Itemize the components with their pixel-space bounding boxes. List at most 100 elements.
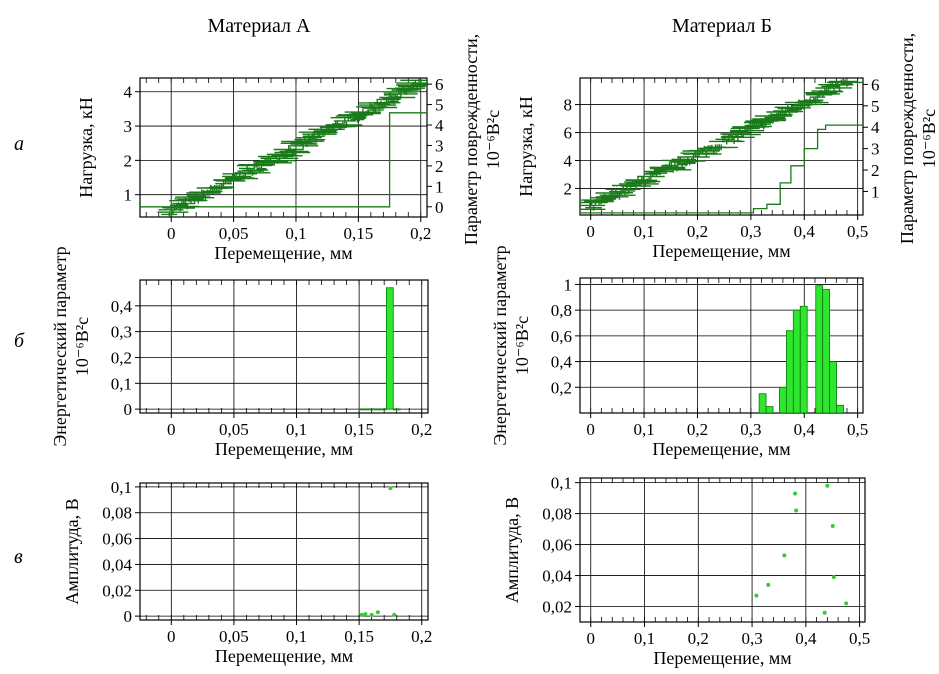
y-tick-label: 1 <box>124 186 133 205</box>
histogram-bar <box>829 361 837 413</box>
plot-frame <box>579 477 866 623</box>
x-tick-label: 0,5 <box>849 629 870 648</box>
histogram-bar <box>765 406 774 413</box>
y-tick-label: 0,4 <box>111 297 133 316</box>
x-tick-label: 0,2 <box>411 420 432 439</box>
x-tick-label: 0,5 <box>847 420 868 439</box>
x-tick-label: 0,1 <box>285 224 306 243</box>
scatter-point <box>766 582 771 587</box>
y-tick-label: 0,1 <box>551 474 572 493</box>
x-tick-label: 0,1 <box>633 420 654 439</box>
plot-frame <box>579 277 864 414</box>
histogram-bar <box>372 408 380 411</box>
plot-area <box>359 486 397 617</box>
y-tick-label: 0,4 <box>551 353 573 372</box>
scatter-point <box>831 575 836 580</box>
plot-frame <box>139 482 429 621</box>
column-title-left: Материал А <box>208 15 311 37</box>
x-axis-label: Перемещение, мм <box>653 648 791 668</box>
x-tick-label: 0,2 <box>411 627 432 646</box>
y-tick-label: 0,3 <box>111 323 132 342</box>
y-tick-label: 0,6 <box>551 327 572 346</box>
x-tick-label: 0 <box>167 224 176 243</box>
y-tick-label: 4 <box>564 151 573 170</box>
scatter-point <box>793 491 798 496</box>
y-tick-label: 2 <box>124 151 133 170</box>
y-tick-label: 3 <box>124 117 133 136</box>
y-tick-label: 6 <box>564 124 573 143</box>
y2-tick-label: 5 <box>435 96 444 115</box>
histogram-bar <box>379 408 387 411</box>
y2-axis-label: Параметр поврежденности, <box>461 34 481 245</box>
scatter-point <box>844 601 849 606</box>
x-tick-label: 0 <box>167 627 176 646</box>
x-tick-label: 0 <box>586 420 595 439</box>
x-tick-label: 0,5 <box>847 222 868 241</box>
histogram-bar <box>358 408 367 411</box>
scatter-point <box>388 486 393 491</box>
x-tick-label: 0,2 <box>410 224 431 243</box>
scatter-point <box>830 524 835 528</box>
x-tick-label: 0,3 <box>740 420 761 439</box>
x-tick-label: 0,05 <box>219 420 249 439</box>
y-tick-label: 0 <box>124 400 133 419</box>
y-axis-label-units: 10⁻⁶В²с <box>512 316 532 375</box>
x-tick-label: 0,15 <box>344 420 374 439</box>
y-tick-label: 0,2 <box>111 348 132 367</box>
load-series-line <box>580 78 863 211</box>
y-tick-label: 0,2 <box>551 378 572 397</box>
y2-tick-label: 2 <box>871 161 880 180</box>
x-axis-label: Перемещение, мм <box>215 646 353 666</box>
chart-c-right: 0 0,1 0,2 0,3 0,4 0,50,020,040,060,080,1Перем… <box>502 474 870 668</box>
y-axis-label: Нагрузка, кН <box>516 96 536 196</box>
x-tick-label: 0,4 <box>794 222 816 241</box>
x-tick-label: 0,15 <box>343 224 373 243</box>
histogram-bar <box>392 408 401 411</box>
x-tick-label: 0,05 <box>219 224 249 243</box>
x-tick-label: 0,2 <box>687 222 708 241</box>
x-tick-label: 0,3 <box>741 629 762 648</box>
y-tick-label: 4 <box>124 83 133 102</box>
y-tick-label: 0,06 <box>102 530 132 549</box>
histogram-bar <box>799 305 808 413</box>
x-tick-label: 0,15 <box>344 627 374 646</box>
x-tick-label: 0 <box>587 629 596 648</box>
y-tick-label: 8 <box>564 96 573 115</box>
histogram-bar <box>836 404 844 413</box>
x-axis-label: Перемещение, мм <box>652 439 790 459</box>
histogram-bar <box>779 386 787 413</box>
y2-axis-label-units: 10⁻⁶В²с <box>483 110 503 169</box>
x-tick-label: 0,1 <box>286 627 307 646</box>
y2-tick-label: 3 <box>871 140 880 159</box>
x-tick-label: 0,1 <box>634 629 655 648</box>
x-tick-label: 0,1 <box>633 222 654 241</box>
damage-series-line <box>140 112 427 208</box>
y2-tick-label: 6 <box>871 75 880 94</box>
histogram-bar <box>365 408 373 411</box>
y2-axis-label: Параметр поврежденности, <box>897 33 917 244</box>
scatter-point <box>822 610 827 615</box>
row-label-c: в <box>14 546 23 568</box>
y-tick-label: 0,02 <box>542 598 572 617</box>
y2-tick-label: 1 <box>871 182 880 201</box>
histogram-bar <box>792 309 801 413</box>
y2-tick-label: 1 <box>435 177 444 196</box>
scatter-point <box>392 612 397 617</box>
y-tick-label: 0,1 <box>111 374 132 393</box>
chart-c-left: 0 0,05 0,1 0,15 0,200,020,040,060,080,1Перем… <box>62 478 432 666</box>
y-tick-label: 0 <box>124 607 133 626</box>
damage-series-line <box>580 124 863 214</box>
x-tick-label: 0,1 <box>286 420 307 439</box>
y-axis-label: Амплитуда, В <box>502 497 522 603</box>
scatter-point <box>782 553 787 558</box>
x-tick-label: 0,4 <box>794 420 816 439</box>
histogram-bar <box>822 289 831 413</box>
histogram-bar <box>785 330 794 413</box>
y-axis-label-units: 10⁻⁶В²с <box>72 317 92 376</box>
y2-tick-label: 4 <box>871 118 880 137</box>
y2-tick-label: 4 <box>435 116 444 135</box>
y-axis-label: Энергетический параметр <box>50 246 70 446</box>
chart-b-left: 0 0,05 0,1 0,15 0,2 0 0,1 0,2 0,3 0,4 Перемещение,… <box>50 246 432 459</box>
